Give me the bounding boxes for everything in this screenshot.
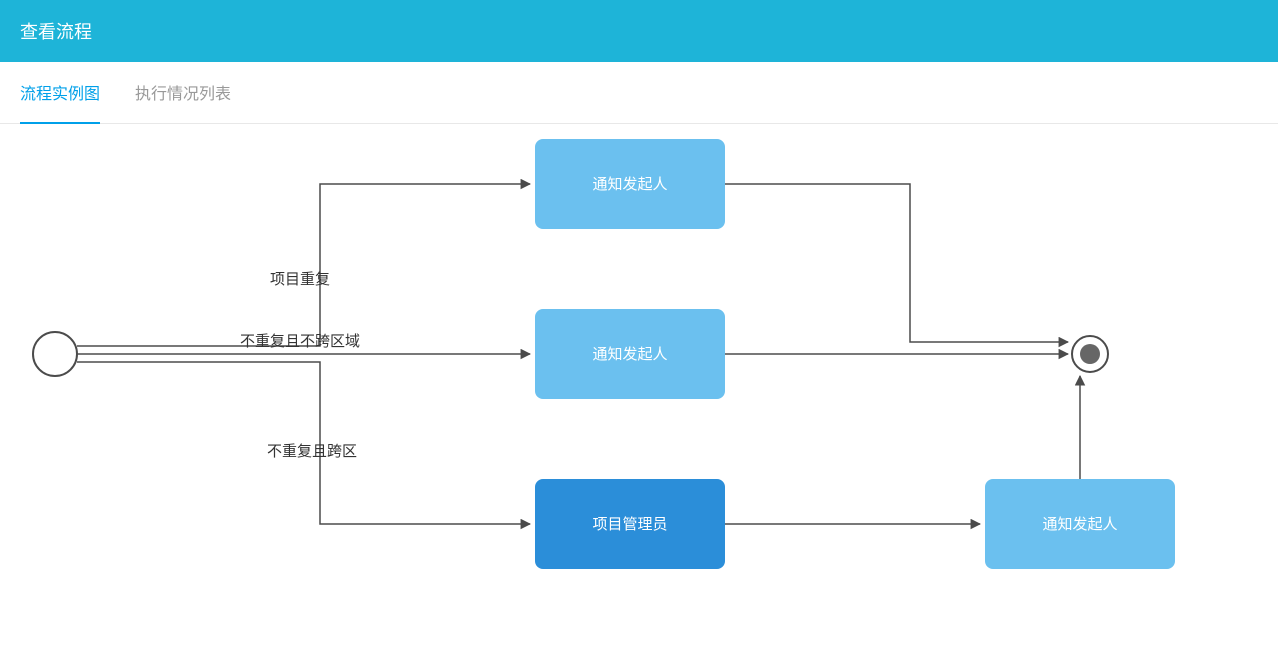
edge bbox=[725, 184, 1068, 342]
start-node bbox=[33, 332, 77, 376]
tab-label: 执行情况列表 bbox=[135, 86, 231, 103]
edge-label: 项目重复 bbox=[270, 270, 330, 288]
edge bbox=[77, 184, 530, 346]
end-node-inner bbox=[1080, 344, 1100, 364]
page-header: 查看流程 bbox=[0, 0, 1278, 62]
task-node-label: 通知发起人 bbox=[592, 176, 667, 193]
task-node-label: 通知发起人 bbox=[1042, 516, 1117, 533]
tab-process-diagram[interactable]: 流程实例图 bbox=[20, 62, 100, 124]
edge-label: 不重复且不跨区域 bbox=[240, 332, 360, 350]
diagram-container: 项目重复不重复且不跨区域不重复且跨区通知发起人通知发起人项目管理员通知发起人 bbox=[0, 124, 1278, 644]
edge-label: 不重复且跨区 bbox=[267, 442, 357, 460]
flowchart-svg: 项目重复不重复且不跨区域不重复且跨区通知发起人通知发起人项目管理员通知发起人 bbox=[0, 124, 1278, 644]
tab-bar: 流程实例图 执行情况列表 bbox=[0, 62, 1278, 124]
tab-label: 流程实例图 bbox=[20, 86, 100, 103]
tab-execution-list[interactable]: 执行情况列表 bbox=[135, 62, 231, 124]
task-node-label: 通知发起人 bbox=[592, 346, 667, 363]
page-title: 查看流程 bbox=[20, 22, 92, 42]
task-node-label: 项目管理员 bbox=[592, 516, 667, 533]
